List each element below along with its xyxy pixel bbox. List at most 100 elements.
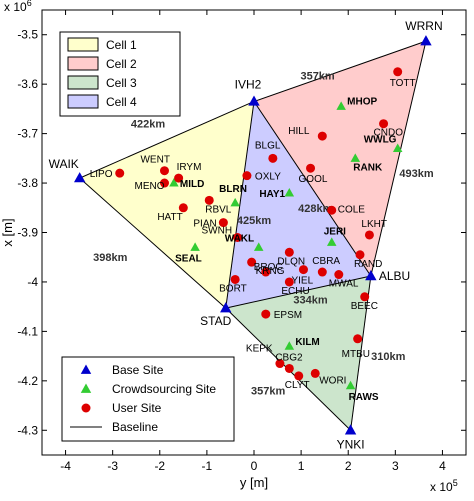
user-site-marker-bort xyxy=(230,274,240,284)
baseline-ivh2-albu xyxy=(253,101,372,277)
x-exponent-label: x 105 xyxy=(430,478,458,494)
user-site-label-pian: PIAN xyxy=(193,219,216,230)
user-site-label-kepk: KEPK xyxy=(246,344,273,355)
baseline-waik-stad xyxy=(79,177,227,309)
baseline-waik-ivh2 xyxy=(79,101,255,179)
user-site-marker-broc xyxy=(261,267,271,277)
user-site-marker-clyt xyxy=(294,371,304,381)
y-axis-label: x [m] xyxy=(0,218,15,246)
user-site-label-mtbu: MTBU xyxy=(342,349,370,360)
distance-annotation: 422km xyxy=(131,119,165,131)
user-site-label-lkht: LKHT xyxy=(361,219,387,230)
axes-layer: -4 -3 -2 -1 0 1 2 3 4 -3.5 -3.6 -3.7 -3.8 -3.9 -4 -4.1 -… xyxy=(0,0,467,494)
legend-label-cell-2: Cell 2 xyxy=(106,57,137,71)
user-site-label-gool: GOOL xyxy=(299,174,328,185)
crowdsourcing-site-marker-wakl xyxy=(253,242,264,251)
legend-swatch-cell-2 xyxy=(67,56,99,71)
crowdsourcing-site-label-raws: RAWS xyxy=(349,392,379,403)
legend-label-cell-4: Cell 4 xyxy=(106,95,137,109)
user-site-label-swnh: SWNH xyxy=(202,225,233,236)
distance-annotation: 493km xyxy=(399,168,433,180)
user-site-label-lipo: LIPO xyxy=(90,169,113,180)
baseline-wrrn-albu xyxy=(370,41,427,277)
labels-layer: WAIK IVH2 WRRN ALBU STAD YNKI MILD BLRN SEAL HAY1… xyxy=(49,19,443,451)
crowdsourcing-site-label-seal: SEAL xyxy=(175,253,202,264)
x-tick-label: -4 xyxy=(60,459,71,473)
user-site-marker-hill xyxy=(317,131,327,141)
cell-cell-1 xyxy=(79,101,254,309)
user-site-label-hill: HILL xyxy=(288,126,310,137)
base-site-marker-wrrn xyxy=(420,35,432,46)
user-site-marker-beec xyxy=(360,292,370,302)
x-tick-label: 0 xyxy=(251,459,258,473)
user-site-label-rand: RAND xyxy=(354,259,382,270)
user-site-marker-dlqn xyxy=(284,247,294,257)
user-site-label-went: WENT xyxy=(140,155,169,166)
y-tick-label: -4.2 xyxy=(17,374,38,388)
x-tick-label: 4 xyxy=(439,459,446,473)
user-site-marker-krng xyxy=(247,257,257,267)
crowdsourcing-site-marker-mhop xyxy=(336,101,346,110)
user-site-marker-pian xyxy=(218,218,228,228)
crowdsourcing-site-marker-rank xyxy=(350,153,361,162)
user-site-label-broc: BROC xyxy=(254,262,283,273)
distance-annotation: 310km xyxy=(371,351,405,363)
crowdsourcing-site-label-rank: RANK xyxy=(353,162,383,173)
base-site-marker-ivh2 xyxy=(248,95,260,106)
user-site-marker-kepk xyxy=(275,359,285,369)
user-site-label-irym: IRYM xyxy=(177,162,202,173)
y-tick-label: -4 xyxy=(27,275,38,289)
crowdsourcing-site-marker-wwlg xyxy=(392,143,403,152)
distance-annotation: 428km xyxy=(298,203,332,215)
user-site-marker-cbg2 xyxy=(284,363,294,373)
user-site-label-bort: BORT xyxy=(219,283,247,294)
user-site-marker-rand xyxy=(355,250,365,260)
user-site-marker-meno xyxy=(159,178,169,188)
distance-annotation: 334km xyxy=(293,294,327,306)
base-site-marker-albu xyxy=(365,270,377,281)
crowdsourcing-site-marker-hay1 xyxy=(284,187,295,197)
user-site-label-cbg2: CBG2 xyxy=(275,352,303,363)
user-site-marker-irym xyxy=(174,173,184,183)
y-tick-label: -3.7 xyxy=(17,127,38,141)
cell-cell-2 xyxy=(254,41,426,276)
user-site-label-rbvl: RBVL xyxy=(205,204,232,215)
legend-label-user-site: User Site xyxy=(112,401,162,415)
base-site-label-ivh2: IVH2 xyxy=(235,77,262,91)
user-site-label-clyt: CLYT xyxy=(285,380,310,391)
x-exponent-power: 5 xyxy=(453,478,458,488)
user-site-label-meno: MENO xyxy=(134,181,164,192)
x-tick-label: -2 xyxy=(154,459,165,473)
crowdsourcing-site-marker-mild xyxy=(169,178,179,187)
user-site-label-oxly: OXLY xyxy=(255,172,281,183)
baselines-layer xyxy=(79,40,427,431)
base-site-label-wrrn: WRRN xyxy=(405,19,442,33)
user-site-label-krng: KRNG xyxy=(256,266,285,277)
x-axis-label: y [m] xyxy=(240,475,268,490)
x-tick-label: 1 xyxy=(298,459,305,473)
user-site-marker-cndo xyxy=(379,119,389,129)
cell-cell-4 xyxy=(225,101,371,309)
user-site-marker-lkht xyxy=(364,230,374,240)
user-site-label-echu: ECHU xyxy=(281,286,309,297)
crowdsourcing-site-label-wwlg: WWLG xyxy=(364,134,397,145)
y-exponent-power: 6 xyxy=(27,0,32,8)
distance-annotation: 357km xyxy=(300,70,334,82)
user-site-label-hatt: HATT xyxy=(157,212,182,223)
legends-layer: Cell 1 Cell 2 Cell 3 Cell 4 Base Site Crowdso… xyxy=(59,31,235,442)
legend-marker-crowdsourcing-site xyxy=(80,383,92,393)
user-site-marker-tott xyxy=(393,67,403,77)
distance-annotation: 425km xyxy=(237,215,271,227)
user-site-marker-mtbu xyxy=(353,334,363,344)
user-site-marker-yiel xyxy=(298,265,308,275)
crowdsourcing-site-marker-kilm xyxy=(284,341,295,350)
y-exponent-label: x 106 xyxy=(4,0,32,14)
legend-marker-user-site xyxy=(81,403,91,413)
cells-layer xyxy=(79,41,426,431)
baseline-ivh2-stad xyxy=(225,101,255,309)
y-tick-label: -3.8 xyxy=(17,176,38,190)
baseline-stad-albu xyxy=(225,275,371,309)
y-tick-label: -4.3 xyxy=(17,423,38,437)
